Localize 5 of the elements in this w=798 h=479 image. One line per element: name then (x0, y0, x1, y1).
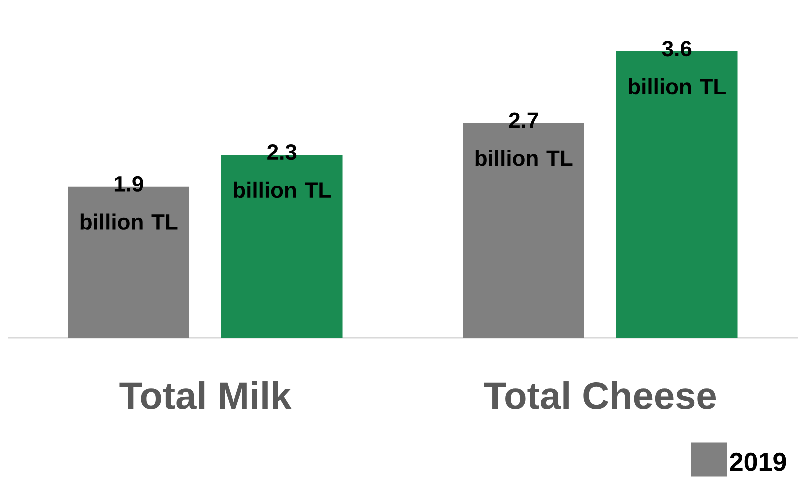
legend-label: 2019 (730, 452, 786, 472)
data-label: 2.7 billion TL (476, 112, 573, 166)
x-tick-label: Total Cheese (484, 382, 716, 410)
x-tick-label: Total Milk (120, 382, 292, 410)
data-label: 1.9 billion TL (80, 176, 178, 230)
